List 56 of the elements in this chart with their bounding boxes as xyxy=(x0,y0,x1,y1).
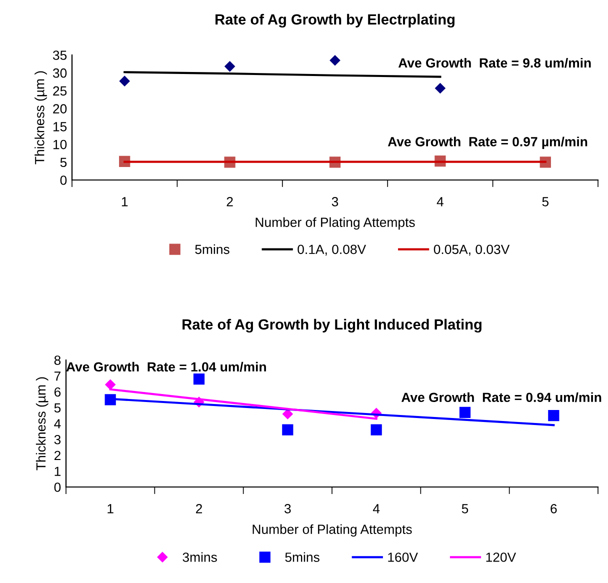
x-tick-label: 1 xyxy=(122,197,128,206)
y-tick-label: 3 xyxy=(54,434,61,444)
chart-title: Rate of Ag Growth by Electrplating xyxy=(216,14,454,28)
y-tick-label: 30 xyxy=(52,68,67,78)
point xyxy=(330,55,340,66)
y-axis-title: Thickness (µm ) xyxy=(34,71,47,164)
y-tick-label: 5 xyxy=(54,403,61,413)
x-tick-label: 4 xyxy=(372,504,380,514)
x-tick-label: 6 xyxy=(550,504,557,514)
point xyxy=(370,424,382,436)
x-tick-label: 1 xyxy=(108,504,114,514)
y-tick-label: 35 xyxy=(52,50,67,60)
x-tick-label: 5 xyxy=(542,197,549,206)
y-tick-label: 0 xyxy=(60,176,67,185)
legend-label: 120V xyxy=(486,552,516,562)
x-axis-title: Number of Plating Attempts xyxy=(256,217,415,230)
x-tick-label: 3 xyxy=(332,197,338,206)
x-tick-label: 4 xyxy=(436,197,444,206)
y-tick-label: 20 xyxy=(53,104,67,114)
y-tick-label: 25 xyxy=(53,86,67,96)
point xyxy=(435,83,446,94)
legend-label: 5mins xyxy=(285,552,320,562)
annotation: Ave Growth Rate = 0.94 um/min xyxy=(401,392,602,402)
x-tick-label: 2 xyxy=(226,197,233,206)
legend-label: 0.1A, 0.08V xyxy=(298,244,366,256)
y-tick-label: 15 xyxy=(53,122,67,132)
point xyxy=(119,76,130,86)
y-tick-label: 1 xyxy=(54,466,60,476)
point xyxy=(193,373,205,385)
legend-label: 160V xyxy=(388,552,418,562)
y-axis-title: Thickness (µm ) xyxy=(36,377,48,470)
x-tick-label: 5 xyxy=(462,504,468,514)
point xyxy=(282,424,294,436)
point xyxy=(105,379,116,390)
legend-label: 3mins xyxy=(182,552,217,562)
y-tick-label: 7 xyxy=(54,372,60,381)
legend-label: 5mins xyxy=(195,244,230,254)
legend-label: 0.05A, 0.03V xyxy=(434,244,510,256)
point xyxy=(224,61,235,72)
y-tick-label: 10 xyxy=(53,140,67,150)
annotation: Ave Growth Rate = 0.97 µm/min xyxy=(388,136,588,149)
y-tick-label: 6 xyxy=(54,387,61,397)
x-tick-label: 3 xyxy=(284,504,291,514)
y-tick-label: 0 xyxy=(54,482,61,492)
y-tick-label: 4 xyxy=(54,419,61,428)
point xyxy=(548,410,560,422)
x-tick-label: 2 xyxy=(196,504,202,514)
chart-title: Rate of Ag Growth by Light Induced Plating xyxy=(182,318,482,333)
annotation: Ave Growth Rate = 1.04 um/min xyxy=(66,362,266,372)
x-axis-title: Number of Plating Attempts xyxy=(252,524,412,537)
annotation: Ave Growth Rate = 9.8 um/min xyxy=(398,58,591,68)
point xyxy=(459,406,471,418)
point xyxy=(282,408,293,420)
y-tick-label: 5 xyxy=(60,158,67,168)
y-tick-label: 2 xyxy=(54,450,60,460)
y-tick-label: 8 xyxy=(54,356,61,365)
